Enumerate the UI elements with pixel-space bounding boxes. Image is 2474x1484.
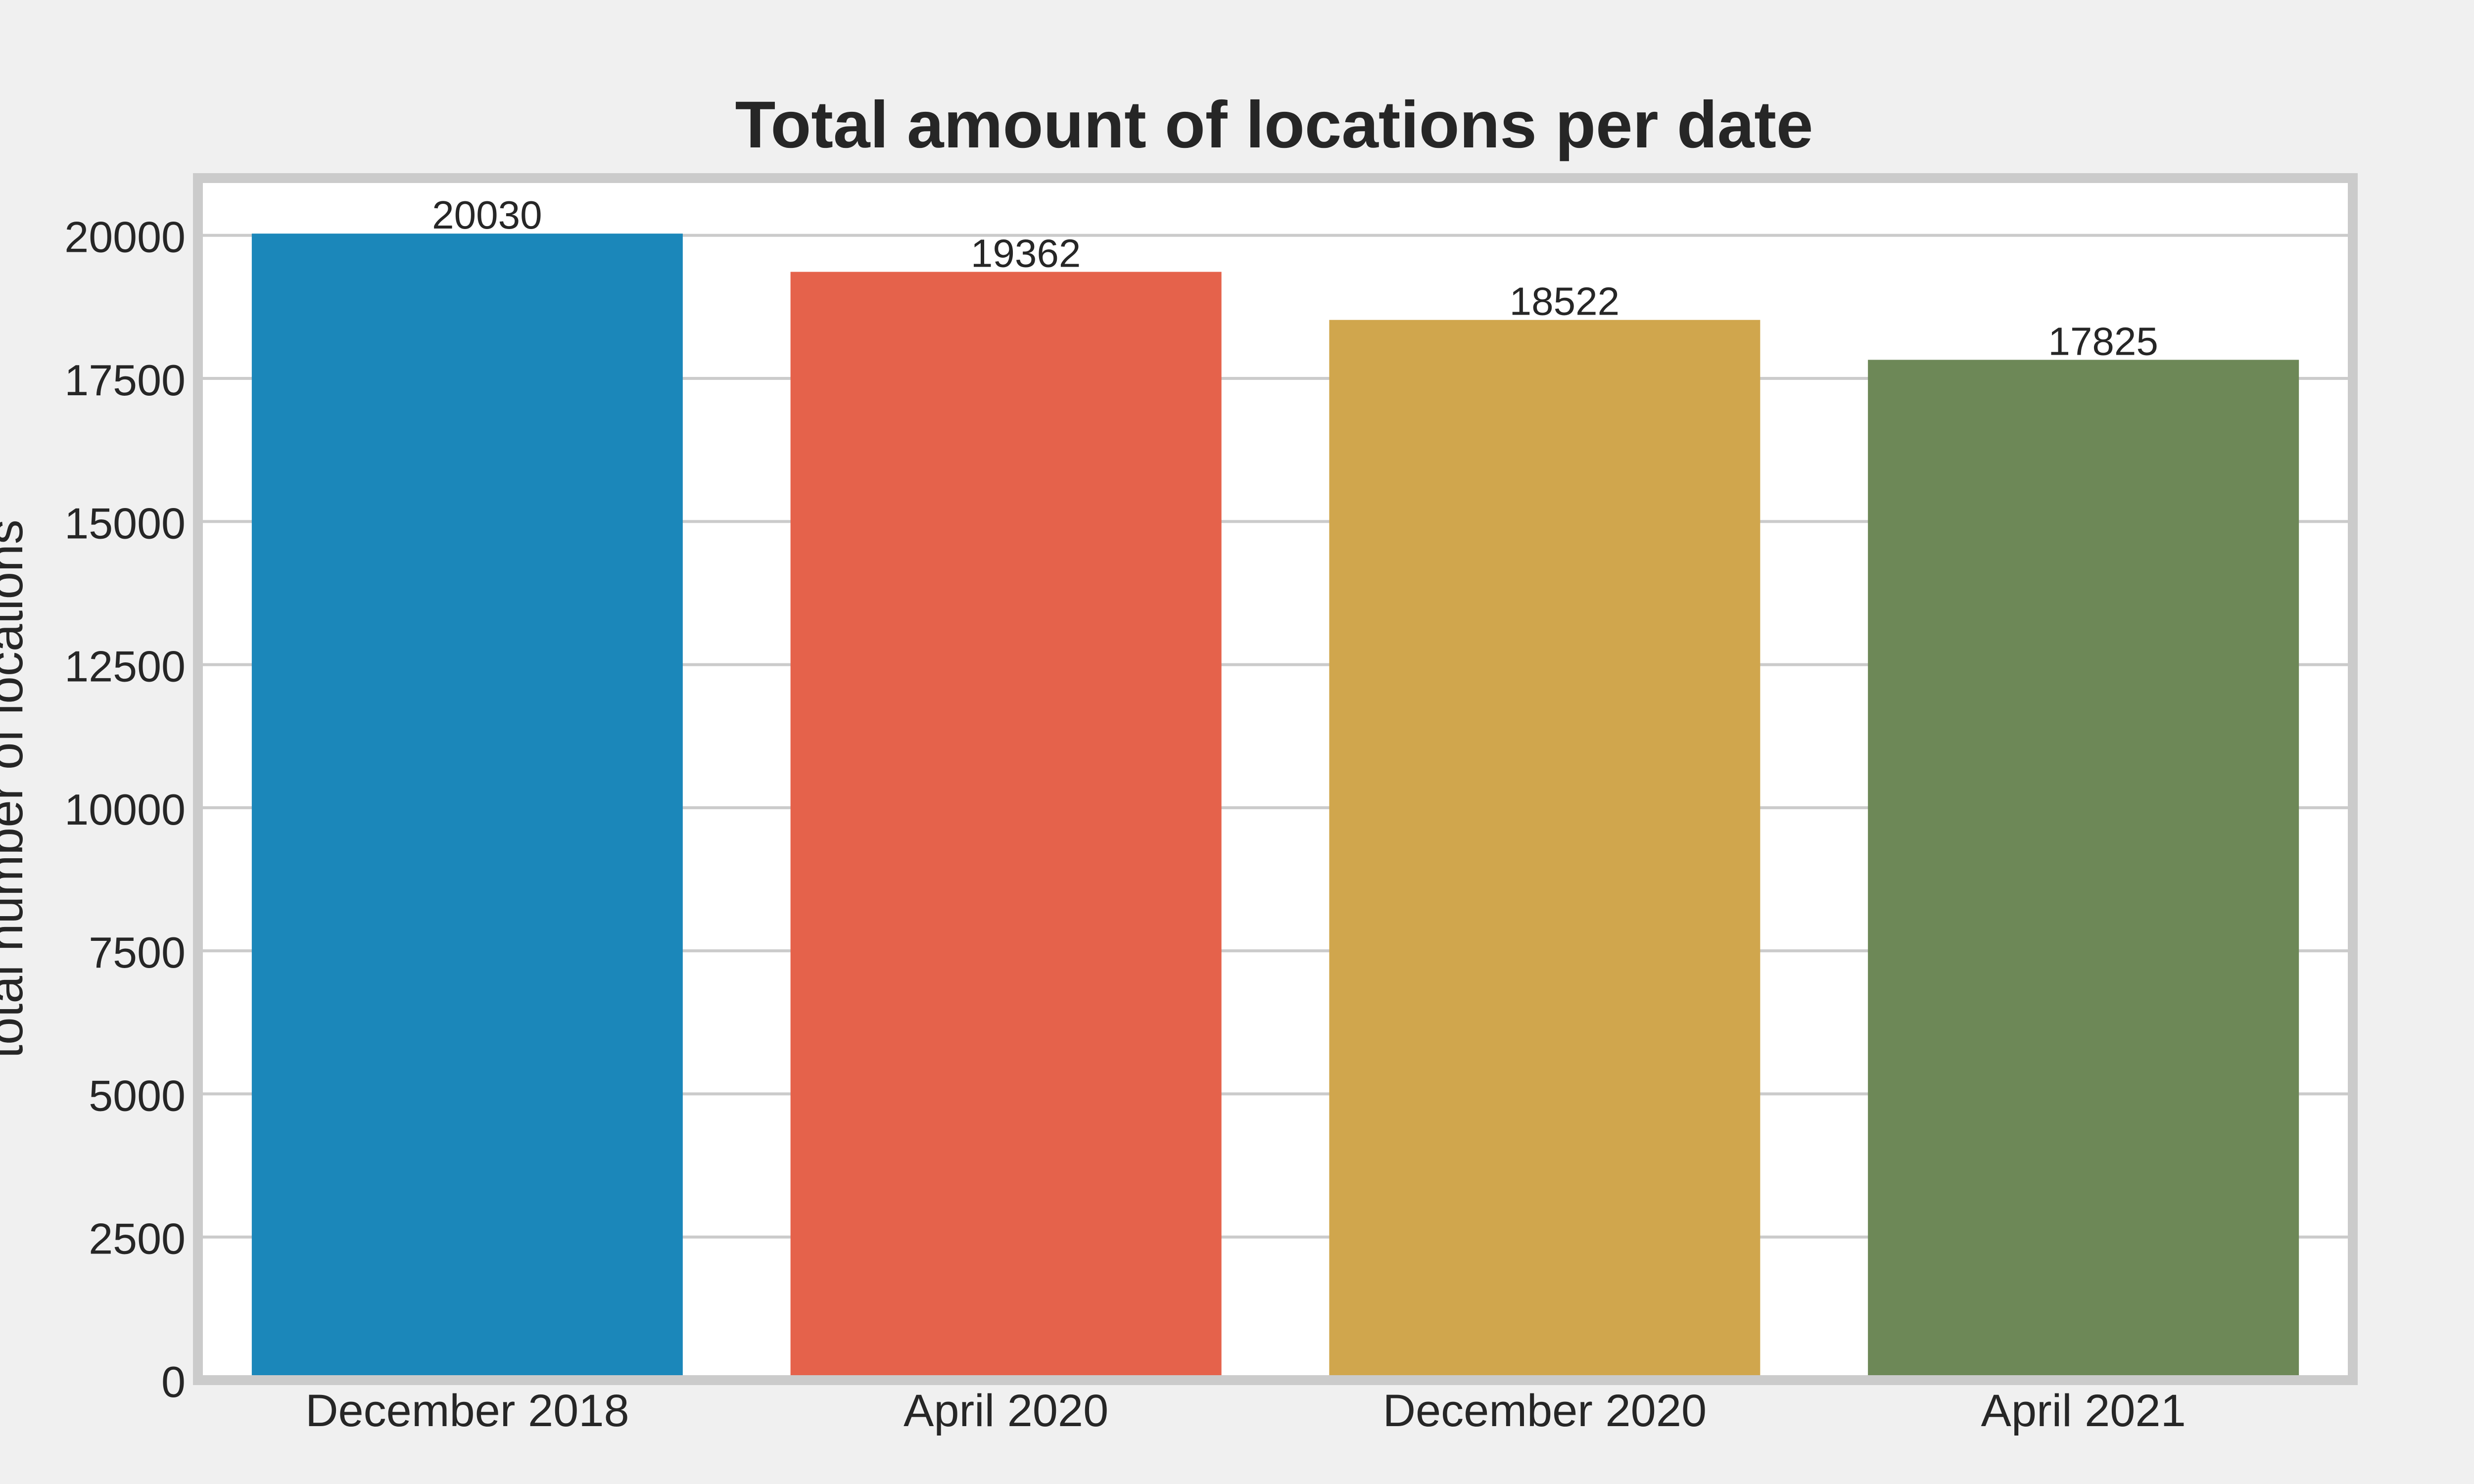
bar-value-label: 17825 [2048,319,2158,363]
bar-value-label: 18522 [1510,279,1619,324]
bar [251,233,683,1380]
x-tick-label: April 2021 [1981,1386,2186,1436]
y-axis-label: total number of locations [0,519,33,1059]
bar-value-label: 19362 [971,232,1081,276]
x-tick-label: December 2018 [305,1386,629,1436]
x-axis-ticks: December 2018 April 2020 December 2020 Apri… [305,1386,2186,1436]
bars [251,233,2299,1381]
y-tick-label: 15000 [64,499,186,548]
bar-value-labels: 20030 19362 18522 17825 [432,193,2158,363]
bar-value-label: 20030 [432,193,542,237]
y-tick-label: 7500 [89,928,186,977]
bar [790,272,1222,1380]
y-tick-label: 17500 [64,356,186,405]
y-tick-label: 10000 [64,785,186,834]
y-tick-label: 12500 [64,642,186,691]
chart-title: Total amount of locations per date [735,88,1813,162]
plot-frame [193,173,2358,1385]
x-tick-label: December 2020 [1383,1386,1707,1436]
x-tick-label: April 2020 [904,1386,1108,1436]
y-tick-label: 20000 [64,213,186,262]
bar [1329,320,1760,1380]
bar [1868,360,2299,1381]
y-tick-label: 0 [161,1357,186,1406]
y-axis-ticks: 0 2500 5000 7500 10000 12500 15000 17500 20000 [64,213,186,1406]
y-tick-label: 5000 [89,1071,186,1120]
y-tick-label: 2500 [89,1214,186,1263]
